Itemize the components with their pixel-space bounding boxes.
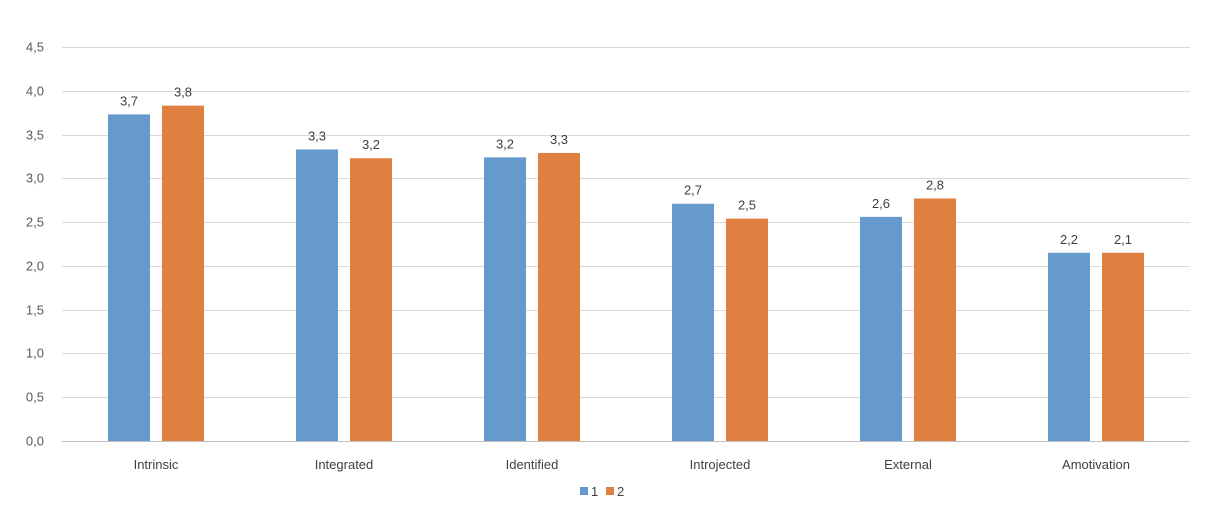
bar-series-1 [860,216,902,441]
bar-series-1 [672,203,714,441]
bar-series-2 [1102,252,1144,441]
bar-series-1 [1048,252,1090,441]
bar-series-1 [108,114,150,441]
data-label: 3,3 [550,132,568,147]
y-tick-label: 2,5 [26,215,44,230]
bar-series-1 [296,149,338,441]
y-tick-label: 4,0 [26,84,44,99]
x-category-label: Amotivation [1062,457,1130,472]
bar-series-1 [484,157,526,441]
x-category-label: Identified [506,457,559,472]
data-label: 2,5 [738,198,756,213]
bar-series-2 [726,218,768,441]
data-label: 2,8 [926,177,944,192]
bar-series-2 [538,152,580,442]
data-label: 3,2 [496,136,514,151]
x-axis-categories: Intrinsic Integrated Identified Introjected… [134,457,1130,472]
y-tick-label: 2,0 [26,259,44,274]
legend-label: 1 [591,484,598,499]
y-tick-label: 0,5 [26,390,44,405]
legend-swatch [580,487,588,495]
data-labels: 3,7 3,8 3,3 3,2 3,2 3,3 2,7 2,5 2,6 2,8 2,2 2,1 [120,85,1132,247]
data-label: 2,1 [1114,232,1132,247]
legend-swatch [606,487,614,495]
y-tick-label: 1,0 [26,346,44,361]
data-label: 3,3 [308,128,326,143]
y-axis-ticks: 0,0 0,5 1,0 1,5 2,0 2,5 3,0 3,5 4,0 4,5 [26,40,44,449]
bar-series-2 [350,158,392,441]
y-tick-label: 4,5 [26,40,44,55]
data-label: 2,2 [1060,232,1078,247]
x-category-label: Integrated [315,457,374,472]
x-category-label: Introjected [690,457,751,472]
y-tick-label: 3,0 [26,171,44,186]
data-label: 2,7 [684,183,702,198]
legend-label: 2 [617,484,624,499]
y-tick-label: 1,5 [26,303,44,318]
data-label: 2,6 [872,196,890,211]
bars [108,105,1144,442]
bar-series-2 [914,198,956,441]
bar-series-2 [162,105,204,441]
data-label: 3,8 [174,85,192,100]
data-label: 3,7 [120,93,138,108]
gridlines [62,47,1190,442]
y-tick-label: 3,5 [26,128,44,143]
data-label: 3,2 [362,137,380,152]
x-category-label: Intrinsic [134,457,179,472]
x-category-label: External [884,457,932,472]
y-tick-label: 0,0 [26,434,44,449]
